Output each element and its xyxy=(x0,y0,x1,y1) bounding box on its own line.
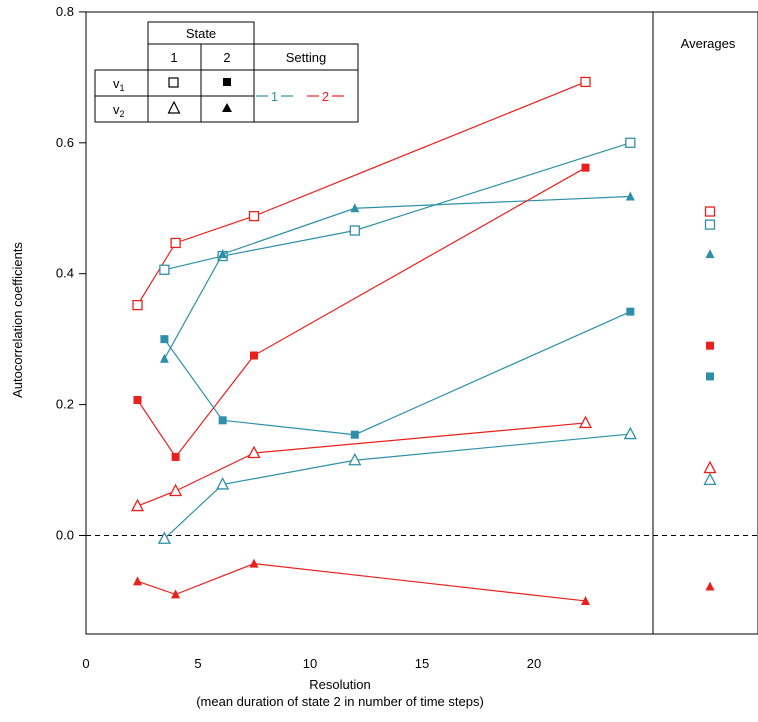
series-line xyxy=(137,81,586,306)
filled-square-marker xyxy=(218,416,227,425)
filled-triangle-marker xyxy=(218,249,228,259)
filled-square-marker xyxy=(171,452,180,461)
open-triangle-marker xyxy=(623,426,637,440)
average-v2-state1-setting1 xyxy=(703,472,717,486)
series-v1-state2-setting2 xyxy=(133,163,590,461)
legend-row-v2: v2 xyxy=(113,102,125,119)
y-tick-label: 0.4 xyxy=(56,266,74,281)
legend-open-triangle-icon xyxy=(167,100,181,114)
legend-open-square-icon xyxy=(168,77,179,88)
filled-triangle-marker xyxy=(705,581,715,591)
series-line xyxy=(137,422,586,507)
series-v2-state2-setting2 xyxy=(133,558,591,605)
legend-setting-2: 2 xyxy=(322,89,329,104)
filled-triangle-marker xyxy=(249,558,259,568)
filled-square-marker xyxy=(133,396,142,405)
legend-filled-square-icon xyxy=(223,78,231,86)
legend-state-2: 2 xyxy=(223,50,230,65)
averages-layer xyxy=(703,206,717,591)
filled-triangle-marker xyxy=(350,203,360,213)
filled-square-marker xyxy=(160,335,169,344)
open-triangle-marker xyxy=(247,445,261,459)
open-triangle-marker xyxy=(169,483,183,497)
open-triangle-marker xyxy=(130,498,145,512)
average-v1-state1-setting2 xyxy=(704,206,716,217)
x-tick-label: 20 xyxy=(527,656,541,671)
y-tick-label: 0.0 xyxy=(56,528,74,543)
average-v2-state2-setting1 xyxy=(705,249,715,259)
series-line xyxy=(163,195,631,360)
filled-triangle-marker xyxy=(581,595,591,605)
x-tick-label: 10 xyxy=(303,656,317,671)
x-axis: 0 5 10 15 20 xyxy=(82,656,541,671)
series-line xyxy=(163,311,631,436)
series-line xyxy=(163,433,631,540)
legend-setting-1: 1 xyxy=(271,89,278,104)
series-v1-state2-setting1 xyxy=(160,307,635,439)
series-v2-state1-setting1 xyxy=(157,426,637,544)
legend-state-header: State xyxy=(186,26,216,41)
open-square-marker xyxy=(580,76,591,88)
series-v1-state1-setting2 xyxy=(132,76,591,311)
y-tick-label: 0.2 xyxy=(56,397,74,412)
open-triangle-marker xyxy=(216,477,230,490)
x-tick-label: 0 xyxy=(82,656,89,671)
averages-panel-frame xyxy=(652,11,758,635)
series-line xyxy=(137,167,586,458)
open-triangle-marker xyxy=(348,452,362,466)
filled-triangle-marker xyxy=(625,191,635,201)
filled-square-marker xyxy=(706,372,714,381)
x-tick-label: 15 xyxy=(415,656,429,671)
filled-square-marker xyxy=(626,307,635,316)
filled-square-marker xyxy=(581,163,590,172)
open-square-marker xyxy=(704,206,716,217)
open-square-marker xyxy=(625,137,636,148)
open-triangle-marker xyxy=(703,472,717,486)
open-square-marker xyxy=(132,299,143,311)
filled-triangle-marker xyxy=(133,576,143,586)
legend-state-1: 1 xyxy=(170,50,177,65)
y-tick-label: 0.8 xyxy=(56,4,74,19)
average-v1-state2-setting2 xyxy=(706,341,714,350)
open-triangle-marker xyxy=(578,415,593,429)
y-axis: 0.0 0.2 0.4 0.6 0.8 xyxy=(56,4,86,543)
series-line xyxy=(164,142,631,271)
open-square-marker xyxy=(159,264,170,275)
open-square-marker xyxy=(170,237,181,249)
legend-filled-triangle-icon xyxy=(222,103,232,112)
y-tick-label: 0.6 xyxy=(56,135,74,150)
filled-triangle-marker xyxy=(159,353,169,363)
legend-row-v1: v1 xyxy=(113,76,125,93)
legend-table: State 1 2 Setting v1 v2 1 2 xyxy=(94,21,359,123)
filled-triangle-marker xyxy=(705,249,715,259)
filled-square-marker xyxy=(250,351,258,360)
filled-square-marker xyxy=(706,341,714,350)
average-v2-state2-setting2 xyxy=(705,581,715,591)
average-v1-state2-setting1 xyxy=(706,372,714,381)
y-axis-title: Autocorrelation coefficients xyxy=(10,242,25,398)
open-square-marker xyxy=(349,225,360,236)
open-triangle-marker xyxy=(157,531,171,544)
x-axis-title: Resolution xyxy=(309,677,370,692)
open-triangle-marker xyxy=(703,460,717,474)
x-axis-subtitle: (mean duration of state 2 in number of t… xyxy=(196,694,484,709)
series-v2-state2-setting1 xyxy=(159,191,635,363)
open-square-marker xyxy=(248,210,260,222)
x-tick-label: 5 xyxy=(194,656,201,671)
averages-panel-title: Averages xyxy=(681,36,736,51)
legend-setting-header: Setting xyxy=(286,50,326,65)
average-v1-state1-setting1 xyxy=(704,219,716,230)
filled-square-marker xyxy=(350,430,359,439)
filled-triangle-marker xyxy=(171,589,181,599)
average-v2-state1-setting2 xyxy=(703,460,717,474)
series-v2-state1-setting2 xyxy=(130,415,593,512)
series-line xyxy=(137,563,586,602)
series-layer xyxy=(130,76,637,605)
open-square-marker xyxy=(704,219,716,230)
